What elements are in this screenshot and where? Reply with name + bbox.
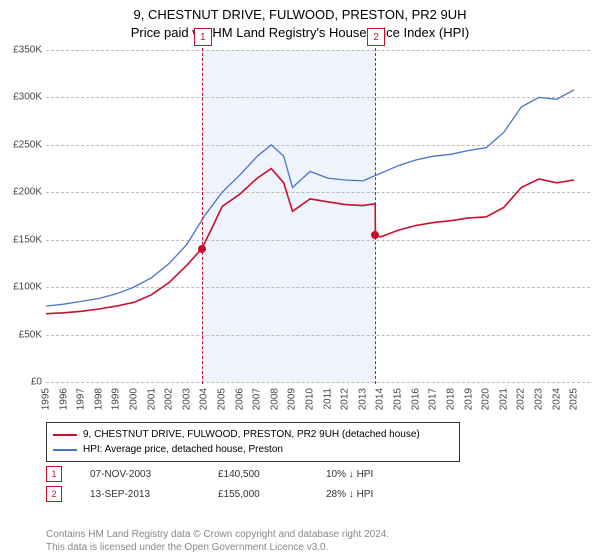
marker-label: 1 [194,28,212,46]
transaction-index-box: 2 [46,486,62,502]
legend: 9, CHESTNUT DRIVE, FULWOOD, PRESTON, PR2… [46,422,460,462]
transaction-diff: 28% ↓ HPI [326,489,373,500]
x-tick-label: 2003 [181,388,192,410]
x-tick-label: 2013 [357,388,368,410]
title-line2: Price paid vs. HM Land Registry's House … [0,24,600,42]
x-tick-label: 2007 [252,388,263,410]
transaction-price: £140,500 [218,469,298,480]
transaction-price: £155,000 [218,489,298,500]
legend-label: 9, CHESTNUT DRIVE, FULWOOD, PRESTON, PR2… [83,427,420,442]
y-tick-label: £100K [13,282,42,293]
x-tick-label: 1998 [93,388,104,410]
x-tick-label: 2009 [287,388,298,410]
transaction-row: 2 13-SEP-2013 £155,000 28% ↓ HPI [46,486,373,502]
chart-title: 9, CHESTNUT DRIVE, FULWOOD, PRESTON, PR2… [0,0,600,41]
x-tick-label: 2016 [410,388,421,410]
x-tick-label: 2019 [463,388,474,410]
transaction-index-box: 1 [46,466,62,482]
y-tick-label: £300K [13,92,42,103]
x-tick-label: 2025 [569,388,580,410]
x-tick-label: 2011 [322,388,333,410]
x-tick-label: 1995 [41,388,52,410]
transaction-diff: 10% ↓ HPI [326,469,373,480]
transaction-row: 1 07-NOV-2003 £140,500 10% ↓ HPI [46,466,373,482]
plot-area: 12 1995199619971998199920002001200220032… [46,50,590,382]
marker-dot [198,245,206,253]
x-tick-label: 2012 [340,388,351,410]
marker-label: 2 [367,28,385,46]
x-tick-label: 2010 [305,388,316,410]
transaction-date: 13-SEP-2013 [90,489,190,500]
x-tick-label: 2023 [533,388,544,410]
x-tick-label: 2021 [498,388,509,410]
series-hpi [46,90,574,306]
footer-line1: Contains HM Land Registry data © Crown c… [46,528,389,541]
legend-item: HPI: Average price, detached house, Pres… [53,442,453,457]
legend-swatch [53,434,77,436]
x-tick-label: 2008 [269,388,280,410]
y-tick-label: £200K [13,187,42,198]
grid-line [46,382,590,383]
legend-label: HPI: Average price, detached house, Pres… [83,442,283,457]
x-tick-label: 2017 [428,388,439,410]
line-series-svg [46,50,590,382]
footer-attribution: Contains HM Land Registry data © Crown c… [46,528,389,554]
x-tick-label: 2005 [217,388,228,410]
x-tick-label: 2001 [146,388,157,410]
x-tick-label: 2004 [199,388,210,410]
marker-guideline [375,48,376,384]
x-tick-label: 2014 [375,388,386,410]
y-tick-label: £250K [13,139,42,150]
marker-guideline [202,48,203,384]
x-tick-label: 2006 [234,388,245,410]
y-tick-label: £350K [13,45,42,56]
marker-dot [371,231,379,239]
x-tick-label: 2002 [164,388,175,410]
x-tick-label: 2018 [445,388,456,410]
footer-line2: This data is licensed under the Open Gov… [46,541,389,554]
x-tick-label: 1996 [58,388,69,410]
x-tick-label: 1997 [76,388,87,410]
x-tick-label: 2022 [516,388,527,410]
x-tick-label: 2020 [481,388,492,410]
chart-container: 9, CHESTNUT DRIVE, FULWOOD, PRESTON, PR2… [0,0,600,560]
x-tick-label: 2000 [129,388,140,410]
y-tick-label: £50K [19,329,42,340]
x-tick-label: 2015 [393,388,404,410]
transaction-date: 07-NOV-2003 [90,469,190,480]
legend-item: 9, CHESTNUT DRIVE, FULWOOD, PRESTON, PR2… [53,427,453,442]
y-tick-label: £150K [13,234,42,245]
title-line1: 9, CHESTNUT DRIVE, FULWOOD, PRESTON, PR2… [0,6,600,24]
x-tick-label: 1999 [111,388,122,410]
legend-swatch [53,449,77,451]
y-tick-label: £0 [31,377,42,388]
series-property [46,169,574,314]
x-tick-label: 2024 [551,388,562,410]
